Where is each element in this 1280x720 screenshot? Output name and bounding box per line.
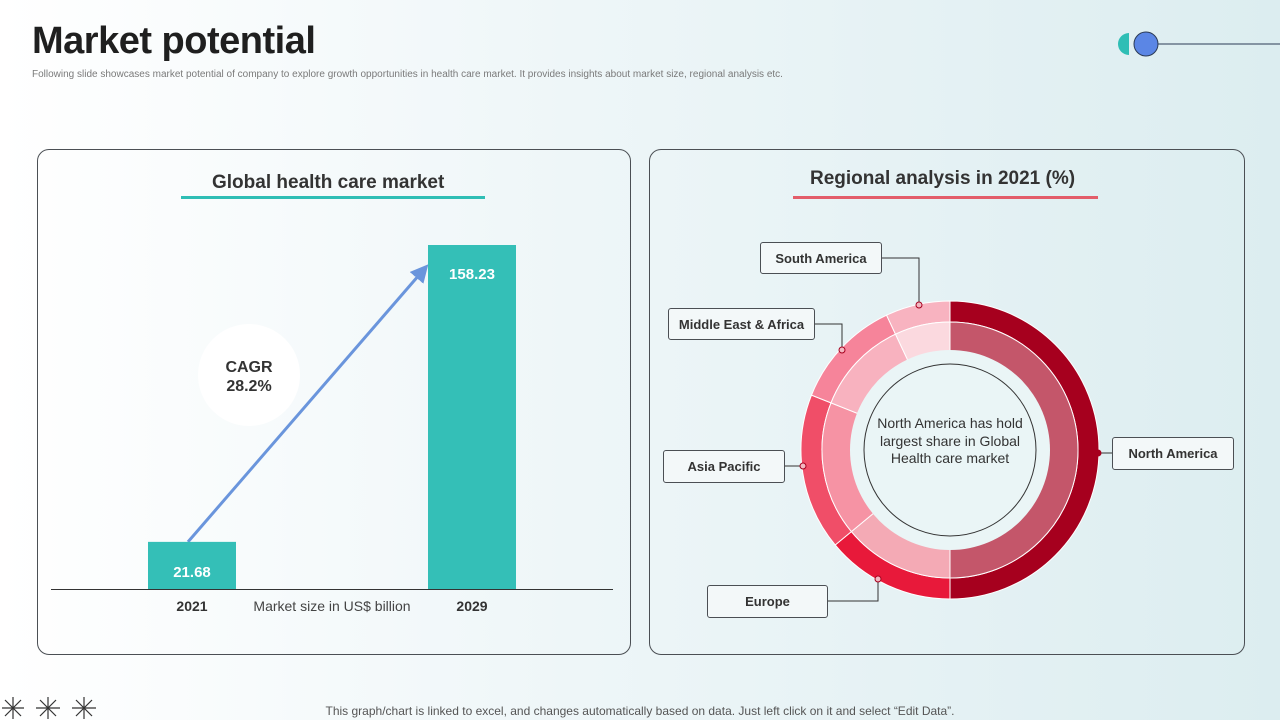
star-icon (72, 697, 96, 719)
star-decoration (2, 697, 96, 719)
bars-group: 21.68 2021 158.23 2029 (148, 245, 516, 614)
regional-panel-title: Regional analysis in 2021 (%) (810, 168, 1076, 189)
footer-note: This graph/chart is linked to excel, and… (325, 704, 955, 718)
donut-center-text: North America has hold largest share in … (877, 415, 1023, 466)
donut-segments (800, 300, 1100, 600)
growth-arrow (186, 264, 429, 543)
bar-value-label: 21.68 (173, 564, 211, 581)
slide-subtitle: Following slide showcases market potenti… (32, 69, 783, 80)
legend-europe: Europe (707, 585, 828, 618)
star-icon (2, 697, 24, 719)
cagr-bubble (198, 324, 300, 426)
header-decoration (1118, 31, 1280, 57)
bar-2021 (148, 541, 236, 589)
market-size-panel (37, 149, 631, 655)
x-tick-label: 2029 (456, 598, 487, 614)
regional-donut-chart[interactable] (0, 0, 1280, 660)
x-tick-label: 2021 (176, 598, 207, 614)
donut-center-ring (863, 363, 1037, 537)
half-circle-shape (1118, 33, 1129, 55)
bar-value-label: 158.23 (449, 266, 495, 283)
legend-south-america: South America (760, 242, 882, 274)
market-size-bar-chart[interactable]: CAGR 28.2% 21.68 2021 158.23 2029 Market si… (0, 0, 640, 660)
legend-middle-east-africa: Middle East & Africa (668, 308, 815, 340)
cagr-value: 28.2% (226, 378, 271, 395)
cagr-label: CAGR (225, 359, 273, 376)
regional-analysis-panel (649, 149, 1245, 655)
bar-2029 (428, 245, 516, 589)
regional-title-underline (793, 196, 1098, 199)
market-panel-title: Global health care market (212, 172, 445, 193)
donut-center-disc (850, 350, 1050, 550)
legend-asia-pacific: Asia Pacific (663, 450, 785, 483)
legend-north-america: North America (1112, 437, 1234, 470)
slide-title: Market potential (32, 20, 316, 62)
callout-dots (799, 301, 1102, 583)
star-icon (36, 697, 60, 719)
market-title-underline (181, 196, 485, 199)
x-axis-label: Market size in US$ billion (253, 598, 410, 614)
